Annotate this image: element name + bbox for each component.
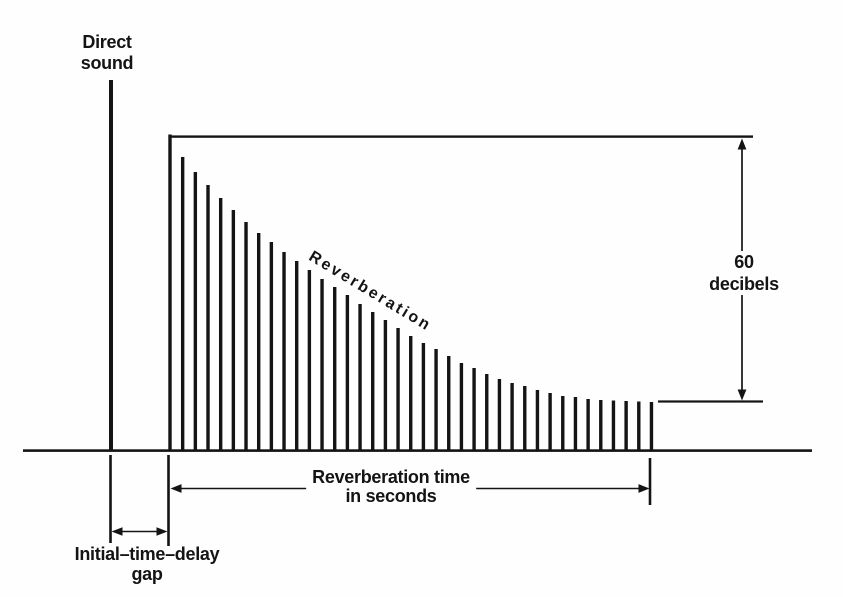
reverb-bar bbox=[333, 287, 337, 451]
reverb-bar bbox=[193, 172, 198, 451]
reverb-bar bbox=[497, 379, 502, 451]
reverb-bar bbox=[624, 401, 628, 451]
reverb-bar bbox=[599, 400, 603, 451]
reverb-bar bbox=[523, 386, 527, 451]
upper-level-reference-line bbox=[169, 135, 753, 138]
arrow-up-icon bbox=[737, 138, 747, 150]
reverb-bar bbox=[472, 368, 476, 451]
reverb-bar bbox=[282, 252, 286, 451]
lower-level-reference-line bbox=[658, 400, 763, 403]
reverb-bar bbox=[637, 401, 641, 451]
reverb-bar bbox=[231, 210, 236, 451]
reverb-bar bbox=[447, 356, 451, 451]
reverb-bar bbox=[307, 270, 312, 451]
reverb-bar bbox=[548, 393, 552, 451]
reverb-bar bbox=[611, 400, 616, 451]
arrow-left-icon bbox=[170, 484, 182, 493]
reverb-bar bbox=[383, 320, 388, 451]
reverb-bar bbox=[206, 185, 210, 451]
time-baseline bbox=[23, 449, 812, 452]
initial-time-delay-gap-span-arrow bbox=[111, 527, 168, 536]
arrow-left-icon bbox=[111, 527, 123, 536]
reverb-bar bbox=[358, 304, 362, 451]
reverb-bar bbox=[396, 328, 400, 451]
direct-sound-spike bbox=[109, 80, 113, 451]
arrow-right-icon bbox=[156, 527, 168, 536]
reverb-bar bbox=[510, 383, 514, 451]
reverb-bar bbox=[320, 279, 324, 451]
reverb-bar bbox=[573, 397, 578, 451]
reverberation-bars bbox=[168, 134, 654, 451]
reverb-bar bbox=[371, 312, 375, 451]
reverb-bar bbox=[256, 233, 261, 451]
arrow-down-icon bbox=[737, 389, 747, 401]
reverb-bar bbox=[218, 198, 223, 451]
reverb-bar bbox=[295, 261, 299, 451]
reverb-bar bbox=[459, 363, 464, 451]
reverb-bar bbox=[535, 390, 540, 451]
reverb-bar bbox=[180, 157, 185, 451]
direct-sound-label: Direct sound bbox=[80, 32, 134, 73]
reverb-bar bbox=[269, 242, 274, 451]
reverb-bar bbox=[485, 374, 489, 451]
first-reflection-tick bbox=[167, 455, 170, 546]
reverberation-time-label: Reverberation time in seconds bbox=[306, 468, 476, 506]
reverb-bar bbox=[244, 222, 248, 451]
initial-time-delay-gap-label: Initial–time–delay gap bbox=[74, 544, 220, 584]
reverb-bar bbox=[586, 399, 590, 451]
sixty-decibels-label: 60 decibels bbox=[694, 251, 794, 295]
direct-sound-tick bbox=[109, 455, 112, 543]
decay-end-tick bbox=[648, 458, 652, 505]
reverb-bar bbox=[168, 134, 172, 451]
arrow-right-icon bbox=[638, 484, 650, 493]
reverb-bar bbox=[434, 349, 438, 451]
reverb-bar bbox=[649, 402, 654, 451]
reverb-bar bbox=[421, 343, 426, 451]
reverb-bar bbox=[345, 295, 350, 451]
reverb-bar bbox=[561, 396, 565, 451]
reverb-bar bbox=[409, 336, 413, 451]
